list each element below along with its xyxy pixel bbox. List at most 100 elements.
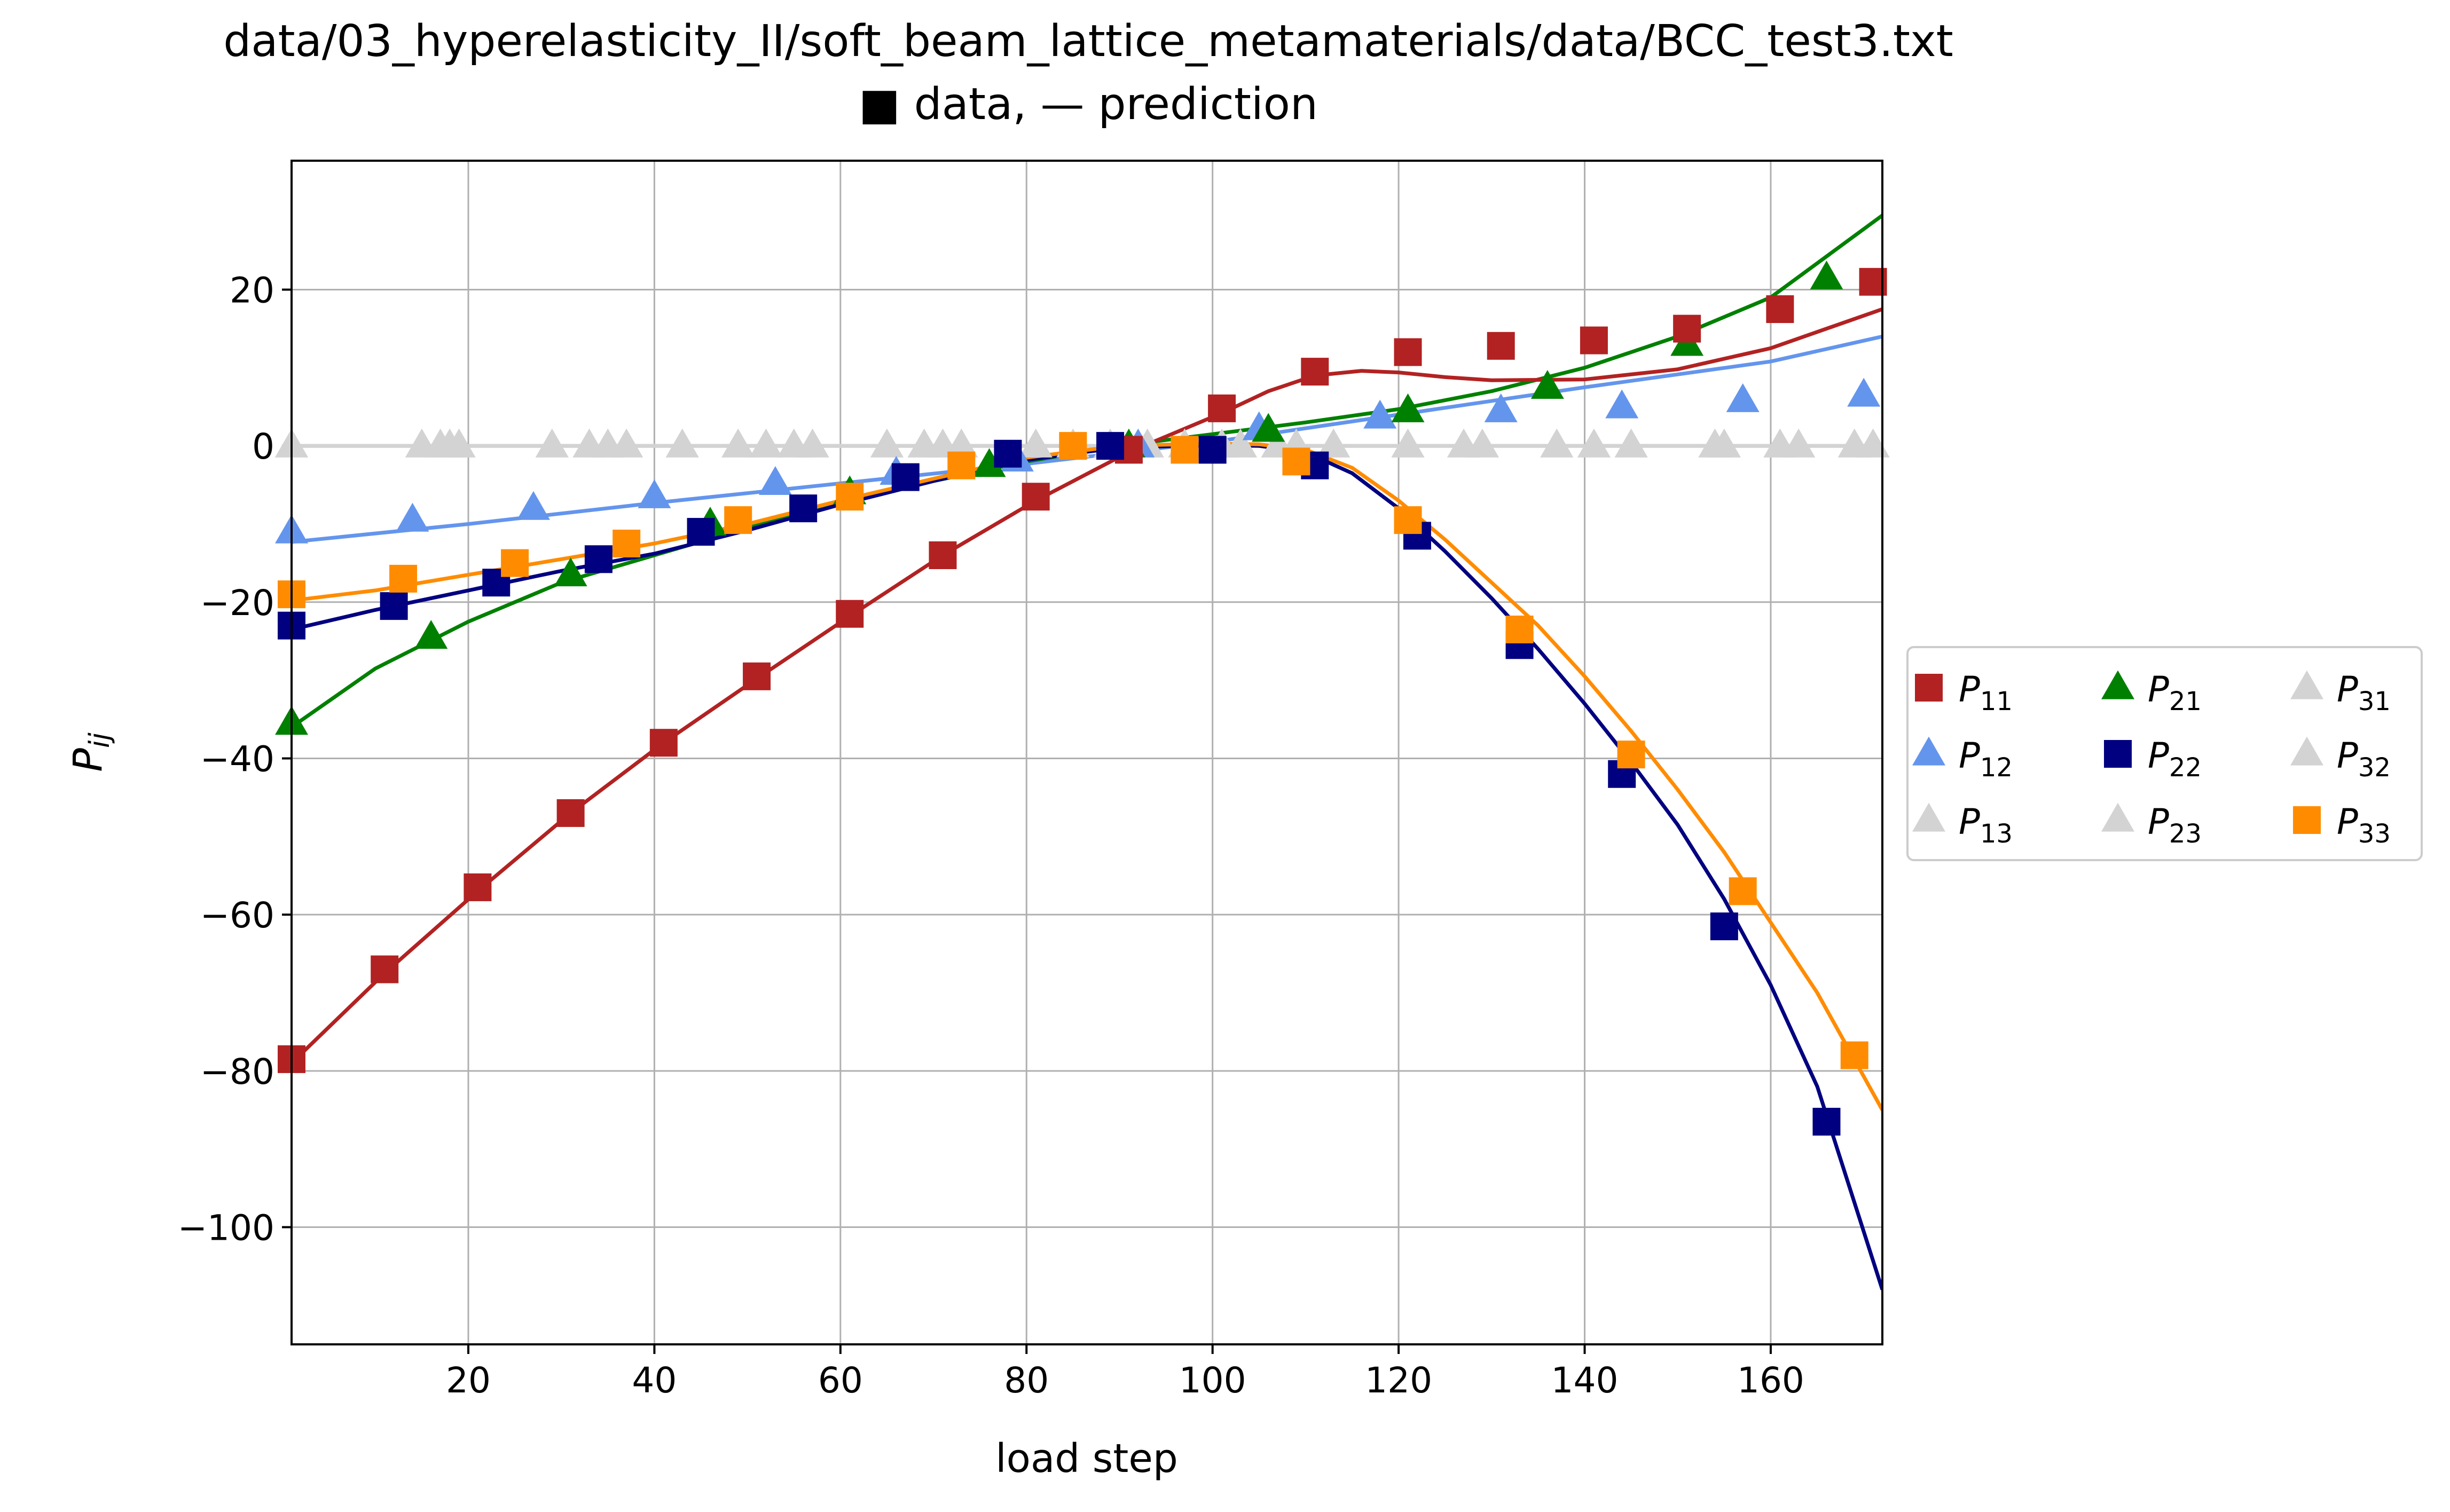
series-p23-data-point <box>1317 428 1350 458</box>
series-p11-data-point <box>649 729 678 757</box>
x-tick-label: 160 <box>1737 1360 1804 1401</box>
legend-label-base: P <box>1959 735 1980 776</box>
legend-label-base: P <box>2148 735 2169 776</box>
series-p21-data-point <box>1252 413 1285 442</box>
series-p13-data-point <box>1763 428 1797 458</box>
series-p12-data-point <box>1605 389 1639 419</box>
series-p13-data-point <box>572 428 606 458</box>
legend-label-base: P <box>2337 669 2358 710</box>
x-tick-label: 140 <box>1551 1360 1619 1401</box>
series-p32-data-point <box>870 428 904 458</box>
series-p22-data-point <box>994 439 1022 468</box>
series-p23-data-point <box>777 428 811 458</box>
series-p22-data-point <box>584 545 613 573</box>
legend-label-base: P <box>2337 735 2358 776</box>
y-axis-label-base: P <box>65 748 111 772</box>
legend-label-p11: P11 <box>1959 669 2013 716</box>
y-tick-label: 0 <box>252 426 274 467</box>
series-p23-data-point <box>926 428 960 458</box>
series-p11-data-point <box>1766 295 1794 324</box>
legend-marker-p22 <box>2104 740 2132 768</box>
series-p11-data-point <box>371 955 399 983</box>
legend-marker-p13 <box>1912 802 1945 832</box>
x-tick-label: 60 <box>818 1360 863 1401</box>
legend-label-subscript: 21 <box>2169 687 2202 716</box>
series-p11-data-point <box>1301 358 1329 386</box>
series-p22-data-point <box>1710 912 1738 941</box>
series-p22-data-point <box>380 592 408 620</box>
series-p22-data-point <box>789 494 818 523</box>
series-p21-data-point <box>1391 393 1425 422</box>
legend-label-p33: P33 <box>2337 801 2391 849</box>
series-p33-data-point <box>1840 1041 1868 1069</box>
legend-label-base: P <box>2148 669 2169 710</box>
legend-label-p12: P12 <box>1959 735 2013 783</box>
series-p12-data-point <box>1363 399 1397 429</box>
series-p11-data-point <box>836 600 864 628</box>
series-p23-data-point <box>442 428 476 458</box>
series-p33-data-point <box>947 451 976 479</box>
plot-area-frame <box>290 160 1883 1345</box>
x-axis-label: load step <box>995 1436 1178 1482</box>
series-p22-data-point <box>687 518 715 546</box>
series-p33-data-point <box>836 483 864 511</box>
y-tick-label: −100 <box>178 1207 274 1248</box>
series-p32-data-point <box>1540 428 1574 458</box>
legend-label-subscript: 11 <box>1980 687 2013 716</box>
series-p11-data-point <box>1022 483 1050 511</box>
series-p33-data-point <box>1505 616 1534 644</box>
legend-label-subscript: 31 <box>2358 687 2391 716</box>
legend-label-base: P <box>1959 801 1980 842</box>
chart-title: data/03_hyperelasticity_II/soft_beam_lat… <box>223 16 1953 67</box>
series-p12-data-point <box>516 491 550 520</box>
series-p11-data-point <box>556 799 585 827</box>
legend-label-subscript: 22 <box>2169 753 2202 783</box>
y-tick-label: −60 <box>200 895 274 936</box>
series-p12-data-point <box>1726 383 1760 412</box>
legend-label-base: P <box>2148 801 2169 842</box>
y-tick-label: 20 <box>230 270 274 311</box>
legend-label-p23: P23 <box>2148 801 2202 849</box>
chart-subtitle: ■ data, — prediction <box>859 79 1318 130</box>
series-p13-data-point <box>1577 428 1611 458</box>
legend-label-base: P <box>1959 669 1980 710</box>
legend-marker-p12 <box>1912 736 1945 766</box>
series-p33-data-point <box>1171 436 1199 464</box>
legend-label-p32: P32 <box>2337 735 2391 783</box>
series-p12-data-point <box>1847 377 1881 407</box>
series-p33-data-point <box>1394 506 1422 534</box>
series-p32-data-point <box>1614 428 1648 458</box>
series-p32-data-point <box>749 428 783 458</box>
legend-marker-p33 <box>2293 806 2321 834</box>
series-p23-data-point <box>610 428 643 458</box>
series-p33-data-point <box>1059 432 1087 460</box>
series-p33-data-point <box>724 506 752 534</box>
series-p32-data-point <box>535 428 569 458</box>
x-tick-label: 20 <box>446 1360 491 1401</box>
series-p33-data-point <box>613 530 641 558</box>
series-p33-data-point <box>389 564 418 593</box>
series-p11-data-point <box>1673 314 1701 343</box>
legend-label-base: P <box>2337 801 2358 842</box>
series-p33-data-point <box>501 549 529 577</box>
series-p22-data-point <box>1096 432 1125 460</box>
series-p21-data-point <box>972 448 1006 477</box>
series-p22-data-point <box>1198 436 1227 464</box>
series-p11-data-point <box>1208 394 1236 422</box>
x-axis: 20 40 60 80 100 120 140 160 <box>446 1344 1804 1401</box>
legend-label-subscript: 12 <box>1980 753 2013 783</box>
legend-marker-p21 <box>2101 670 2134 699</box>
x-tick-label: 120 <box>1365 1360 1432 1401</box>
series-p11-data-point <box>1580 326 1608 355</box>
legend-label-p31: P31 <box>2337 669 2391 716</box>
series-p12-data-point <box>396 502 429 532</box>
series-p12-data-point <box>1484 393 1518 422</box>
series-p11-data-point <box>743 662 771 690</box>
series-p11-data-point <box>1487 332 1515 360</box>
legend-marker-p11 <box>1915 674 1943 702</box>
y-tick-label: −40 <box>200 738 274 779</box>
series-p32-data-point <box>1019 428 1053 458</box>
x-tick-label: 100 <box>1179 1360 1246 1401</box>
legend-label-subscript: 32 <box>2358 753 2391 783</box>
